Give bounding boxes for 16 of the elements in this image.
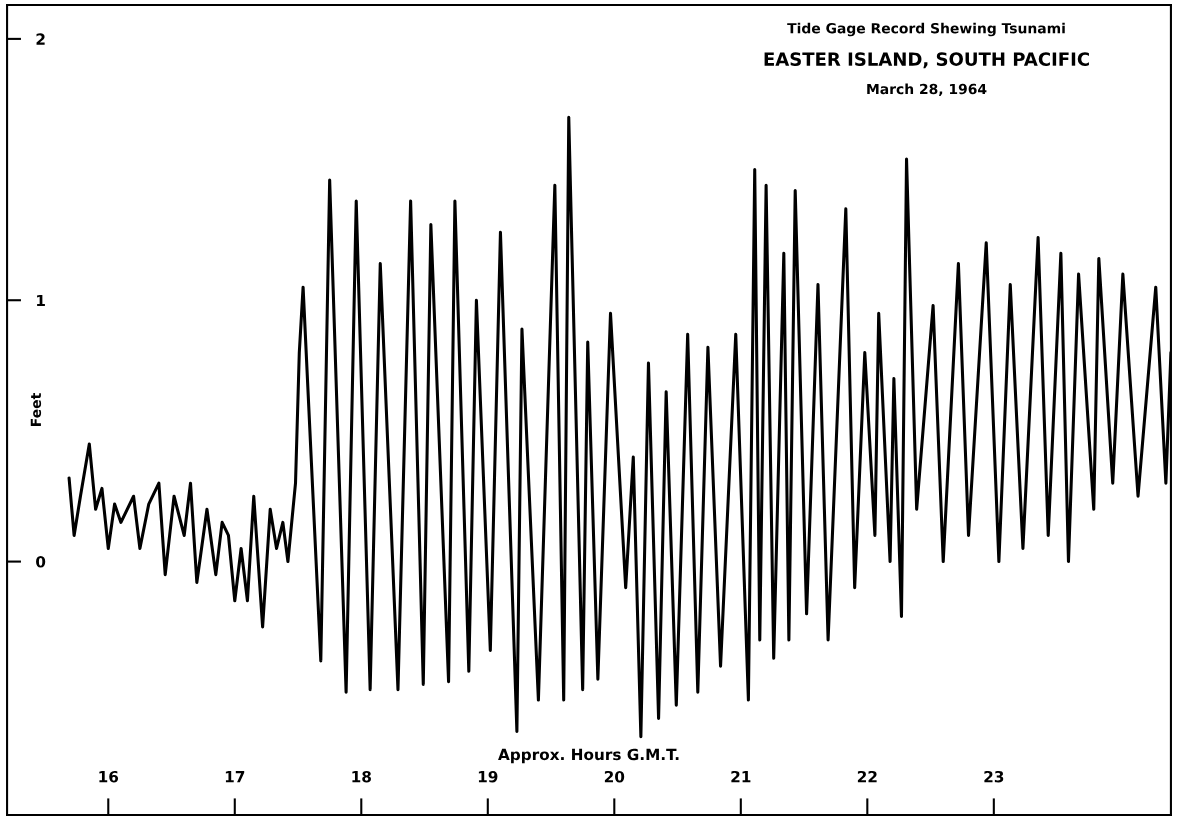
x-tick-label: 23 [984,770,1004,783]
y-tick-label: 1 [37,294,45,307]
annotation: March 28, 1964 [867,83,987,97]
x-tick-label: 20 [604,770,625,783]
y-axis-title: Feet [30,393,42,426]
x-tick-label: 21 [731,770,751,783]
x-axis-title: Approx. Hours G.M.T. [498,748,679,764]
x-tick-label: 19 [478,770,498,783]
y-tick-label: 0 [36,556,46,568]
x-tick-label: 16 [99,770,119,783]
y-tick-label: 2 [36,33,45,45]
x-tick-label: 18 [352,770,371,783]
text: EASTER ISLAND, SOUTH PACIFIC [764,52,1089,69]
text: Tide Gage Record Shewing Tsunami [787,22,1065,37]
x-tick-label: 22 [857,770,877,783]
x-tick-label: 17 [225,771,245,783]
